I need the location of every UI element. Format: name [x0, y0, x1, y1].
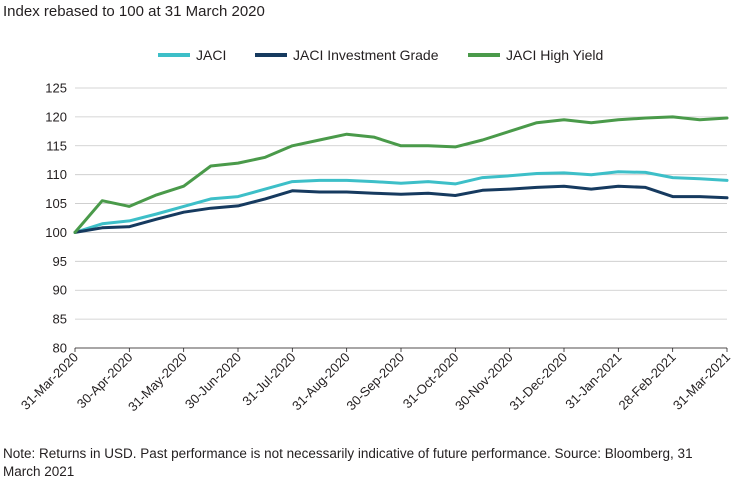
x-tick-label: 31-Jul-2020	[239, 350, 298, 409]
y-tick-label: 85	[53, 312, 67, 327]
y-tick-label: 105	[45, 196, 67, 211]
y-tick-label: 115	[46, 138, 67, 153]
x-axis: 31-Mar-202030-Apr-202031-May-202030-Jun-…	[18, 347, 733, 415]
y-tick-label: 90	[53, 283, 67, 298]
legend-label-jaci-ig: JACI Investment Grade	[293, 47, 439, 63]
x-tick-label: 30-Sep-2020	[343, 350, 407, 414]
footnote: Note: Returns in USD. Past performance i…	[3, 446, 693, 479]
y-tick-label: 95	[53, 254, 67, 269]
x-tick-label: 31-May-2020	[125, 350, 190, 415]
y-tick-label: 110	[46, 167, 67, 182]
legend-label-jaci-hy: JACI High Yield	[506, 47, 603, 63]
x-tick-label: 31-Dec-2020	[506, 350, 570, 414]
y-tick-label: 120	[45, 109, 67, 124]
y-tick-label: 125	[45, 81, 67, 96]
x-tick-label: 31-Mar-2020	[18, 350, 81, 413]
y-tick-label: 80	[53, 341, 67, 356]
x-tick-label: 31-Mar-2021	[670, 350, 733, 413]
legend: JACI JACI Investment Grade JACI High Yie…	[158, 47, 603, 63]
gridlines	[75, 87, 727, 349]
y-axis: 80 85 90 95 100 105 110 115 120 125	[45, 81, 67, 356]
series-line-jaci-high-yield	[73, 115, 729, 234]
series-lines	[73, 115, 729, 234]
x-tick-label: 30-Jun-2020	[182, 350, 244, 412]
legend-label-jaci: JACI	[196, 47, 226, 63]
line-chart: JACI JACI Investment Grade JACI High Yie…	[18, 47, 733, 415]
y-tick-label: 100	[45, 225, 67, 240]
chart-title: Index rebased to 100 at 31 March 2020	[3, 3, 265, 20]
x-tick-label: 28-Feb-2021	[616, 350, 679, 413]
series-line-jaci-investment-grade	[73, 184, 729, 234]
series-line-jaci	[73, 170, 729, 234]
